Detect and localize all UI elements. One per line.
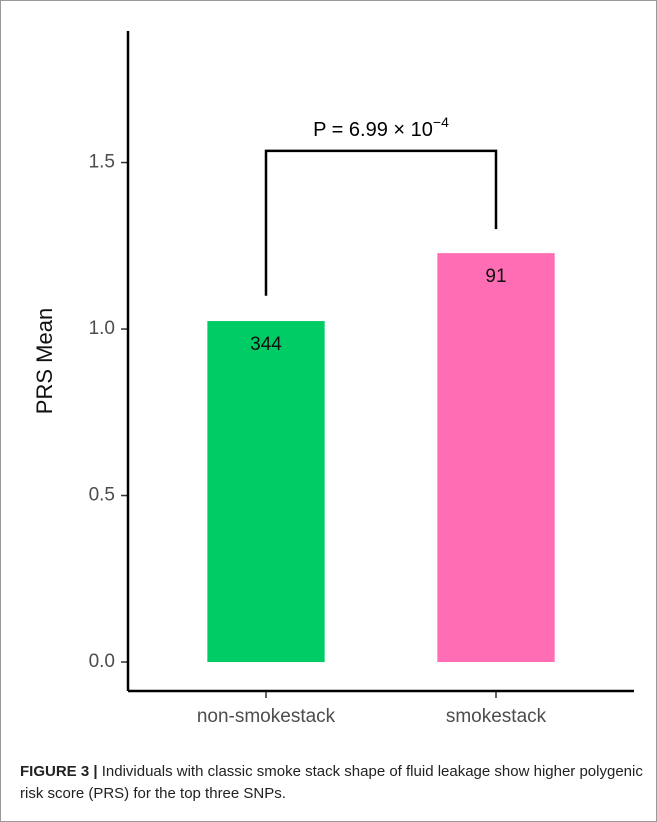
bar [437,253,555,663]
significance-bracket [264,149,498,296]
p-value-exponent: −4 [433,114,449,130]
x-tick-label: non-smokestack [197,706,336,727]
chart: PRS Mean 0.0 0.5 1.0 1.5 344 non-smokestack 91… [32,31,634,727]
p-value-text: P = 6.99 × 10 [313,119,433,141]
p-value: P = 6.99 × 10−4 [313,114,449,142]
bar [207,321,325,663]
count-label: 344 [250,334,282,355]
y-tick-label: 0.5 [89,485,115,506]
count-label: 91 [485,266,506,287]
y-tick-label: 1.5 [89,152,115,173]
y-tick-label: 0.0 [89,651,115,672]
caption-text: Individuals with classic smoke stack sha… [20,763,643,802]
y-axis-title: PRS Mean [32,308,57,414]
y-tick-label: 1.0 [89,318,115,339]
x-tick-label: smokestack [446,706,547,727]
caption: FIGURE 3 | Individuals with classic smok… [20,761,645,805]
caption-label: FIGURE 3 | [20,763,98,780]
